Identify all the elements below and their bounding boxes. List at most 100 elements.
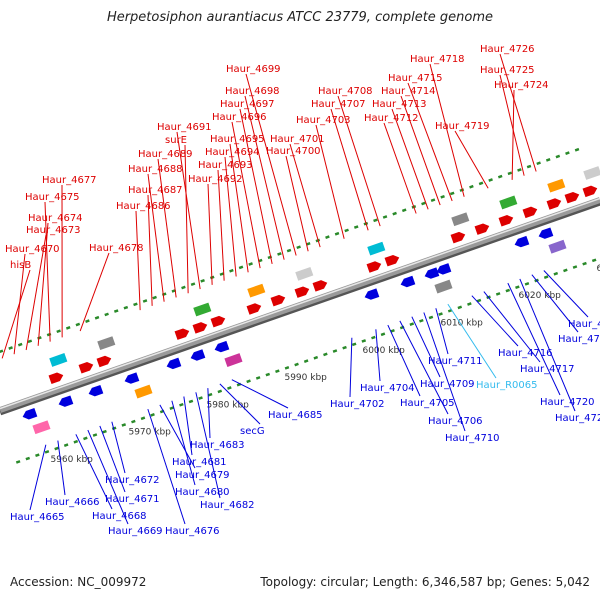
forward-gene-arrow-shape: [474, 223, 490, 235]
lower-tick: [35, 453, 40, 458]
forward-leader-line: [1, 269, 31, 359]
forward-gene-label: Haur_4696: [212, 112, 267, 123]
upper-tick: [449, 191, 455, 196]
reverse-gene-label: Haur_4683: [190, 440, 245, 451]
forward-gene-arrow-shape: [582, 185, 598, 198]
reverse-leader-line: [411, 316, 441, 378]
lower-tick: [390, 329, 395, 333]
reverse-gene-arrow-shape: [58, 395, 74, 407]
feature-box-shape: [193, 302, 212, 317]
feature-box-shape: [224, 353, 243, 367]
forward-gene-arrow: [384, 254, 400, 267]
forward-gene-label: Haur_4693: [198, 160, 253, 171]
reverse-gene-arrow-shape: [166, 357, 182, 370]
feature-box-shape: [295, 266, 314, 281]
lower-tick: [111, 426, 117, 431]
feature-box: [134, 384, 153, 399]
forward-gene-arrow: [450, 231, 466, 244]
forward-gene-label: Haur_4726: [480, 44, 535, 55]
upper-tick: [526, 164, 532, 169]
feature-box: [32, 420, 51, 435]
forward-gene-arrow: [48, 372, 64, 385]
reverse-gene-label: Haur_4671: [105, 494, 160, 505]
upper-tick: [17, 342, 23, 347]
forward-gene-arrow: [522, 206, 538, 219]
backbone-line: [0, 197, 600, 413]
reverse-gene-arrow: [190, 349, 206, 361]
forward-gene-arrow: [246, 303, 262, 315]
upper-tick: [430, 198, 436, 203]
feature-box-shape: [247, 283, 266, 298]
forward-leader-line: [383, 122, 417, 214]
upper-tick: [401, 208, 407, 213]
reverse-gene-arrow: [400, 275, 416, 288]
forward-leader-line: [499, 53, 537, 172]
forward-leader-line: [337, 95, 381, 227]
reverse-leader-line: [75, 434, 113, 510]
reverse-gene-label: Haur_4680: [175, 487, 230, 498]
forward-gene-arrow: [474, 223, 490, 235]
reverse-gene-label: Haur_4666: [45, 497, 100, 508]
forward-gene-label: Haur_4712: [364, 113, 419, 124]
forward-gene-arrow-shape: [78, 362, 94, 374]
forward-leader-line: [245, 73, 297, 256]
kbp-label: 6020 kbp: [518, 291, 561, 301]
forward-gene-label: Haur_4707: [311, 99, 366, 110]
lower-tick: [217, 389, 223, 394]
reverse-gene-label: Haur_4717: [520, 364, 575, 375]
upper-tick: [392, 211, 397, 216]
forward-leader-line: [147, 173, 165, 302]
forward-gene-arrow: [312, 280, 328, 292]
forward-leader-line: [231, 121, 261, 269]
lower-tick: [361, 339, 367, 343]
reverse-gene-arrow: [88, 384, 104, 397]
lower-tick: [284, 365, 290, 370]
reverse-leader-line: [483, 291, 541, 363]
lower-tick: [524, 281, 530, 286]
forward-gene-label: Haur_4699: [226, 64, 281, 75]
forward-gene-label: Haur_4673: [26, 225, 81, 236]
reverse-leader-line: [387, 324, 421, 397]
reverse-gene-arrow-shape: [190, 349, 206, 361]
forward-gene-arrow: [270, 294, 286, 307]
forward-gene-label: Haur_4700: [266, 146, 321, 157]
upper-tick: [286, 248, 292, 253]
forward-gene-label: Haur_4691: [157, 122, 212, 133]
reverse-leader-line: [195, 392, 221, 499]
reverse-gene-label: Haur_4723: [568, 319, 600, 330]
reverse-gene-label: Haur_4720: [540, 397, 595, 408]
forward-gene-label: Haur_4714: [381, 86, 436, 97]
feature-box-shape: [548, 239, 567, 254]
feature-box: [193, 302, 212, 317]
reverse-gene-arrow: [214, 340, 230, 353]
feature-box-shape: [97, 336, 116, 351]
forward-gene-label: hisB: [10, 260, 31, 271]
lower-tick: [543, 275, 549, 279]
lower-tick: [323, 352, 328, 357]
lower-tick: [150, 413, 155, 417]
forward-leader-line: [229, 143, 249, 273]
upper-tick: [190, 282, 196, 287]
forward-gene-arrow-shape: [498, 215, 514, 227]
upper-tick: [344, 228, 349, 233]
forward-gene-label: Haur_4692: [188, 174, 243, 185]
lower-tick: [572, 265, 578, 269]
forward-gene-arrow: [96, 355, 112, 368]
upper-tick: [382, 215, 388, 219]
feature-box: [224, 353, 243, 367]
upper-tick: [142, 299, 148, 303]
upper-tick: [85, 319, 90, 323]
lower-tick: [140, 416, 146, 421]
reverse-leader-line: [219, 383, 261, 425]
forward-gene-arrow: [78, 362, 94, 374]
upper-tick: [238, 265, 244, 270]
reverse-leader-line: [531, 274, 579, 333]
upper-tick: [296, 245, 301, 250]
lower-tick: [227, 386, 232, 390]
reverse-gene-label: Haur_4704: [360, 383, 415, 394]
forward-leader-line: [330, 108, 369, 231]
lower-tick: [83, 436, 88, 441]
lower-tick: [476, 298, 482, 303]
lower-tick: [505, 288, 511, 293]
forward-leader-line: [289, 143, 321, 248]
